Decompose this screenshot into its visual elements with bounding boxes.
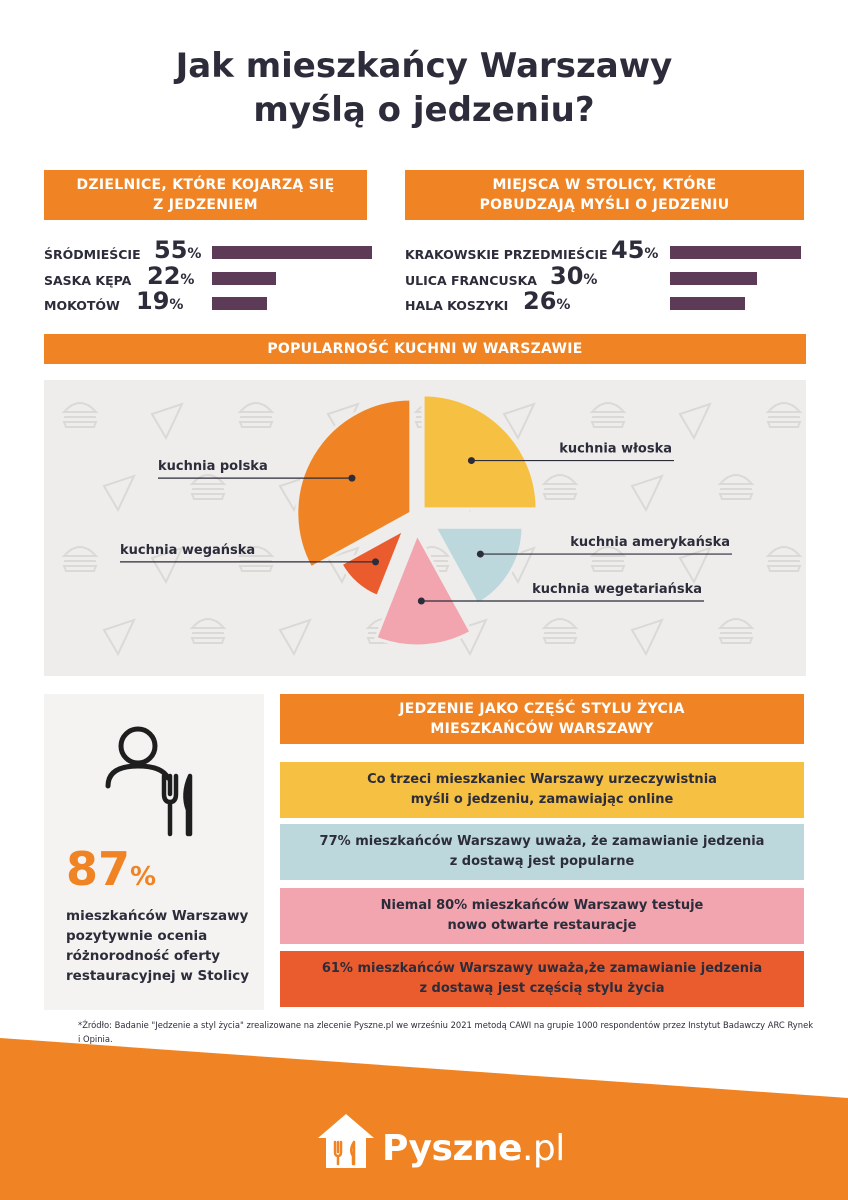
person-cutlery-icon <box>105 726 193 837</box>
district-label: SASKA KĘPA <box>44 273 132 288</box>
district-bar <box>212 246 372 259</box>
highlight-value: 87% <box>66 842 157 896</box>
highlight-description: mieszkańców Warszawy pozytywnie ocenia r… <box>66 908 249 984</box>
district-row-srodmiescie: ŚRÓDMIEŚCIE 55% <box>44 236 372 264</box>
district-row-saska-kepa: SASKA KĘPA 22% <box>44 262 368 290</box>
district-value: 19% <box>136 287 184 315</box>
pie-leader-dot <box>417 597 425 605</box>
place-label: KRAKOWSKIE PRZEDMIEŚCIE <box>405 247 608 262</box>
place-row-koszyki: HALA KOSZYKI 26% <box>405 287 805 315</box>
place-value: 45% <box>611 236 659 264</box>
highlight-panel: 87% mieszkańców Warszawy pozytywnie ocen… <box>44 694 264 1010</box>
district-row-mokotow: MOKOTÓW 19% <box>44 287 368 315</box>
district-value: 22% <box>147 262 195 290</box>
pie-label: kuchnia amerykańska <box>570 535 730 550</box>
pie-chart-panel: kuchnia włoska kuchnia amerykańska kuchnia… <box>44 380 806 676</box>
place-label: ULICA FRANCUSKA <box>405 273 537 288</box>
districts-heading: DZIELNICE, KTÓRE KOJARZĄ SIĘ Z JEDZENIEM <box>44 170 367 220</box>
place-value: 26% <box>523 287 571 315</box>
title-line-2: myślą o jedzeniu? <box>253 90 595 130</box>
place-value: 30% <box>550 262 598 290</box>
brand-logo: Pyszne.pl <box>382 1128 565 1169</box>
place-row-krakowskie: KRAKOWSKIE PRZEDMIEŚCIE 45% <box>405 236 805 264</box>
lifestyle-heading-line-1: JEDZENIE JAKO CZĘŚĆ STYLU ŻYCIA <box>399 701 685 717</box>
districts-heading-line-1: DZIELNICE, KTÓRE KOJARZĄ SIĘ <box>76 177 335 193</box>
cuisine-heading: POPULARNOŚĆ KUCHNI W WARSZAWIE <box>44 334 806 364</box>
lifestyle-heading-line-2: MIESZKAŃCÓW WARSZAWY <box>430 721 654 737</box>
fact-card: 77% mieszkańców Warszawy uważa, że zamaw… <box>280 824 804 880</box>
place-bar <box>670 246 801 259</box>
fact-card: Niemal 80% mieszkańców Warszawy testuje n… <box>280 888 804 944</box>
pie-label: kuchnia włoska <box>559 442 672 457</box>
district-label: ŚRÓDMIEŚCIE <box>44 247 141 262</box>
fact-card: Co trzeci mieszkaniec Warszawy urzeczywi… <box>280 762 804 818</box>
pie-leader-dot <box>372 558 380 566</box>
pie-leader-dot <box>348 474 356 482</box>
source-note: *Źródło: Badanie "Jedzenie a styl życia"… <box>78 1020 814 1044</box>
district-bar <box>212 272 276 285</box>
pie-slice-0 <box>421 393 539 511</box>
title-line-1: Jak mieszkańcy Warszawy <box>175 46 673 86</box>
places-heading-line-1: MIEJSCA W STOLICY, KTÓRE <box>492 177 717 193</box>
house-logo-icon <box>318 1114 374 1168</box>
pie-chart: kuchnia włoska kuchnia amerykańska kuchnia… <box>61 393 803 657</box>
districts-heading-line-2: Z JEDZENIEM <box>153 197 258 213</box>
page-title: Jak mieszkańcy Warszawy myślą o jedzeniu… <box>0 44 848 132</box>
pie-slice-4 <box>295 397 413 570</box>
pie-label: kuchnia wegańska <box>120 543 255 558</box>
pie-leader-dot <box>476 550 484 558</box>
fact-card: 61% mieszkańców Warszawy uważa,że zamawi… <box>280 951 804 1007</box>
district-value: 55% <box>154 236 202 264</box>
lifestyle-heading: JEDZENIE JAKO CZĘŚĆ STYLU ŻYCIA MIESZKAŃ… <box>280 694 804 744</box>
pie-label: kuchnia wegetariańska <box>532 582 702 597</box>
district-label: MOKOTÓW <box>44 298 120 313</box>
pie-leader-dot <box>467 457 475 465</box>
places-heading-line-2: POBUDZAJĄ MYŚLI O JEDZENIU <box>479 197 730 213</box>
place-bar <box>670 297 746 310</box>
places-heading: MIEJSCA W STOLICY, KTÓRE POBUDZAJĄ MYŚLI… <box>405 170 804 220</box>
place-row-francuska: ULICA FRANCUSKA 30% <box>405 262 805 290</box>
place-label: HALA KOSZYKI <box>405 298 509 313</box>
pie-label: kuchnia polska <box>158 459 268 474</box>
place-bar <box>670 272 757 285</box>
footer-band <box>0 1038 848 1200</box>
district-bar <box>212 297 268 310</box>
pie-slice-2 <box>373 530 474 648</box>
